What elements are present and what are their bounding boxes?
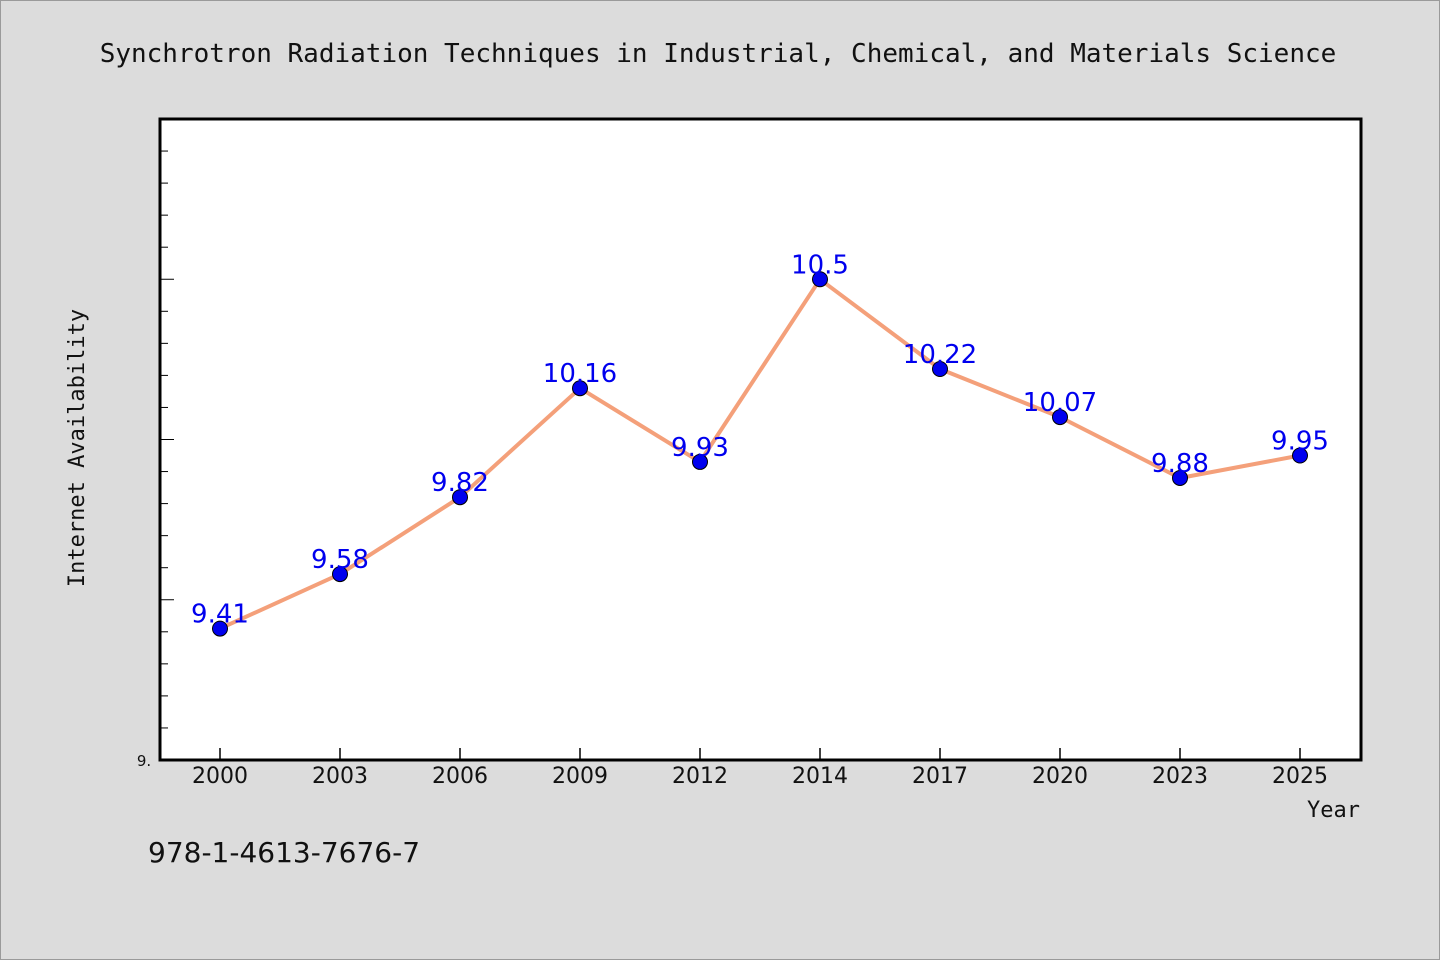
data-label: 9.41 [191,600,249,630]
data-point [572,380,588,397]
data-label: 9.95 [1271,427,1329,457]
data-point [1172,469,1188,486]
y-axis-label: Internet Availability [65,309,90,587]
series-line [218,277,1302,631]
x-tick-label: 2023 [1152,764,1208,789]
data-point [932,360,948,377]
plot-frame [158,117,1363,762]
data-point [812,271,828,288]
data-point [1052,409,1068,426]
x-tick-label: 2006 [432,764,488,789]
data-point [692,453,708,470]
isbn-text: 978-1-4613-7676-7 [148,836,420,869]
x-tick-labels: 2000 2003 2006 2009 2012 2014 2017 2020 2023 2025 [192,764,1328,789]
data-point [332,566,348,583]
data-label: 9.88 [1151,449,1209,479]
x-tick-label: 2020 [1032,764,1088,789]
data-label: 9.58 [311,545,369,575]
x-tick-label: 2017 [912,764,968,789]
data-labels: 9.41 9.58 9.82 10.16 9.93 10.5 10.22 10.07 9.88 9… [191,250,1329,629]
x-axis-label: Year [1307,798,1360,823]
chart-title: Synchrotron Radiation Techniques in Indu… [100,39,1337,69]
data-point [1292,447,1308,464]
x-tick-label: 2003 [312,764,368,789]
data-point [452,489,468,506]
x-tick-label: 2014 [792,764,848,789]
data-label: 10.07 [1023,388,1097,418]
data-label: 10.16 [543,359,617,389]
data-label: 10.5 [791,250,849,280]
y-tick-label: 9. [137,752,151,770]
x-axis-ticks [219,748,1301,760]
x-tick-label: 2012 [672,764,728,789]
data-label: 9.82 [431,468,489,498]
data-markers [212,271,1308,637]
data-point [212,620,228,637]
data-label: 9.93 [671,433,729,463]
x-tick-label: 2000 [192,764,248,789]
x-tick-label: 2025 [1272,764,1328,789]
data-label: 10.22 [903,340,977,370]
x-tick-label: 2009 [552,764,608,789]
plot-area [160,119,1361,760]
